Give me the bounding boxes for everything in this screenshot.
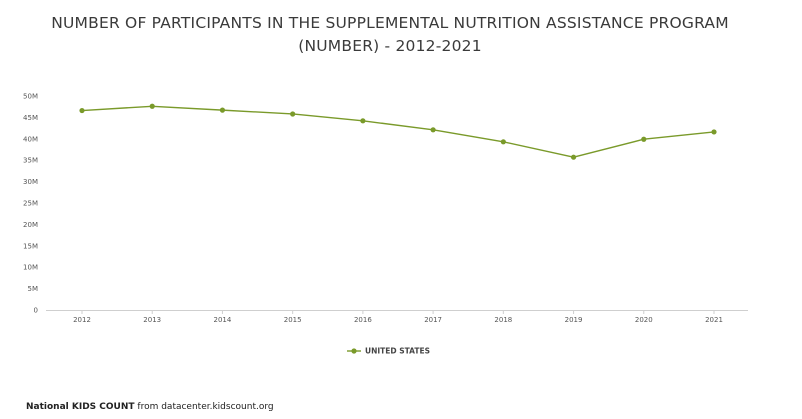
y-tick-label: 25M	[23, 200, 38, 208]
legend-label: UNITED STATES	[365, 347, 430, 356]
data-point	[641, 136, 647, 142]
y-tick-label: 30M	[23, 178, 38, 186]
y-tick-label: 10M	[23, 264, 38, 272]
chart-title: NUMBER OF PARTICIPANTS IN THE SUPPLEMENT…	[51, 14, 729, 55]
x-tick-label: 2016	[354, 316, 372, 324]
data-point	[570, 154, 577, 160]
x-tick-label: 2014	[214, 316, 232, 324]
y-tick-label: 0	[34, 307, 38, 315]
x-tick-label: 2018	[494, 316, 512, 324]
data-point	[360, 118, 366, 124]
x-tick-label: 2013	[143, 316, 161, 324]
x-tick-label: 2012	[73, 316, 91, 324]
x-tick-label: 2020	[635, 316, 653, 324]
source-footer: National KIDS COUNT from datacenter.kids…	[26, 402, 274, 412]
footer-brand: National KIDS COUNT	[26, 402, 135, 412]
data-point	[290, 111, 296, 117]
data-point	[79, 107, 85, 114]
x-tick-label: 2017	[424, 316, 442, 324]
data-point	[711, 129, 717, 135]
x-tick-label: 2019	[565, 316, 583, 324]
y-tick-label: 5M	[28, 285, 39, 293]
data-point	[430, 127, 436, 133]
data-point	[500, 139, 506, 145]
data-point	[149, 103, 155, 109]
x-tick-label: 2015	[284, 316, 302, 324]
y-tick-label: 15M	[23, 242, 38, 250]
footer-source[interactable]: from datacenter.kidscount.org	[137, 402, 274, 412]
y-tick-label: 20M	[23, 221, 38, 229]
y-tick-label: 50M	[23, 93, 38, 101]
data-point	[219, 107, 226, 113]
legend-marker	[351, 348, 357, 354]
x-tick-label: 2021	[705, 316, 723, 324]
y-tick-label: 40M	[23, 135, 38, 143]
y-tick-label: 35M	[23, 157, 38, 165]
y-tick-label: 45M	[23, 114, 38, 122]
series-line	[81, 105, 715, 158]
